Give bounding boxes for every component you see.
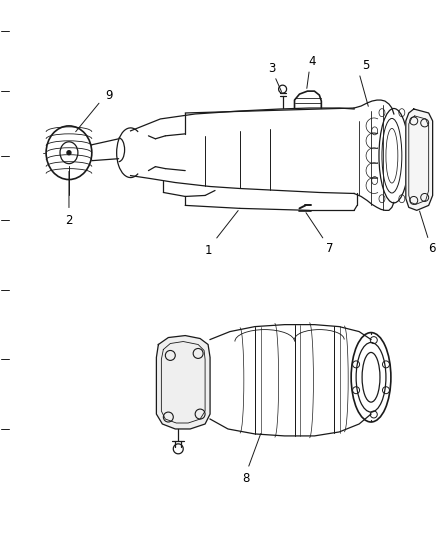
Text: 8: 8 [242, 472, 250, 485]
Text: 7: 7 [325, 241, 333, 255]
Text: 1: 1 [204, 244, 212, 256]
Polygon shape [406, 109, 433, 211]
Text: 6: 6 [428, 241, 435, 255]
Text: 5: 5 [362, 59, 370, 72]
Text: 2: 2 [65, 214, 73, 227]
Text: 4: 4 [309, 55, 316, 68]
Text: 3: 3 [268, 62, 276, 75]
Polygon shape [156, 336, 210, 429]
Circle shape [67, 151, 71, 155]
Text: 9: 9 [105, 88, 113, 102]
